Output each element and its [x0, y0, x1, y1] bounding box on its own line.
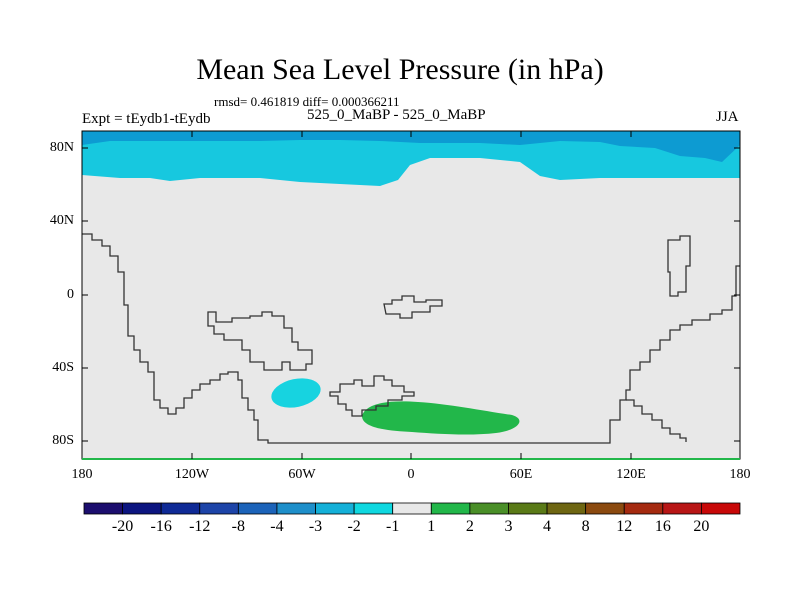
lat-tick-0: 0 — [67, 287, 74, 302]
lat-tick-80n: 80N — [49, 140, 74, 155]
lat-tick-80s: 80S — [52, 433, 74, 448]
colorbar-label: -12 — [189, 518, 211, 535]
season-label: JJA — [716, 109, 739, 125]
subtitle: 525_0_MaBP - 525_0_MaBP — [307, 107, 486, 123]
lon-tick-180e: 180 — [729, 467, 751, 482]
experiment-label: Expt = tEydb1-tEydb — [82, 111, 211, 127]
colorbar-swatch — [276, 502, 316, 515]
lat-tick-40s: 40S — [52, 360, 74, 375]
colorbar-swatch — [315, 502, 355, 515]
colorbar-swatch — [122, 502, 162, 515]
colorbar-label: 12 — [616, 518, 633, 535]
colorbar-label: 4 — [543, 518, 552, 535]
colorbar-swatch — [353, 502, 394, 515]
lon-tick-60w: 60W — [288, 467, 316, 482]
colorbar — [83, 502, 741, 515]
colorbar-swatch — [662, 502, 702, 515]
colorbar-label: -3 — [308, 518, 323, 535]
coastlines — [82, 233, 740, 444]
colorbar-swatch — [83, 502, 123, 515]
lon-tick-120e: 120E — [616, 467, 646, 482]
colorbar-swatch — [546, 502, 587, 515]
arctic-core — [82, 131, 740, 162]
colorbar-label: 2 — [465, 518, 474, 535]
colorbar-swatch — [392, 502, 432, 515]
colorbar-label: 1 — [427, 518, 436, 535]
colorbar-label: -1 — [386, 518, 400, 535]
colorbar-swatch — [469, 502, 509, 515]
lon-tick-180w: 180 — [71, 467, 93, 482]
green-anomaly — [362, 401, 520, 435]
stats-text: rmsd= 0.461819 diff= 0.000366211 — [214, 94, 400, 109]
northern-band — [82, 131, 740, 186]
lon-tick-0: 0 — [407, 467, 415, 482]
lon-tick-120w: 120W — [174, 467, 210, 482]
south-pacific-patch — [271, 378, 321, 408]
colorbar-label: 16 — [654, 518, 671, 535]
colorbar-label: 3 — [504, 518, 513, 535]
colorbar-swatch — [430, 502, 471, 515]
colorbar-label: -2 — [347, 518, 361, 535]
colorbar-swatch — [508, 502, 548, 515]
colorbar-label: 20 — [693, 518, 710, 535]
colorbar-swatch — [701, 502, 741, 515]
colorbar-label: -4 — [270, 518, 284, 535]
lon-tick-60e: 60E — [509, 467, 533, 482]
colorbar-swatch — [623, 502, 664, 515]
colorbar-label: -8 — [231, 518, 245, 535]
colorbar-swatch — [160, 502, 201, 515]
tick-marks — [82, 131, 740, 459]
colorbar-swatch — [199, 502, 239, 515]
page-title: Mean Sea Level Pressure (in hPa) — [196, 53, 604, 86]
lat-tick-40n: 40N — [49, 213, 74, 228]
colorbar-label: 8 — [581, 518, 590, 535]
colorbar-label: -20 — [111, 518, 134, 535]
colorbar-swatch — [585, 502, 625, 515]
colorbar-label: -16 — [150, 518, 172, 535]
colorbar-swatch — [237, 502, 278, 515]
